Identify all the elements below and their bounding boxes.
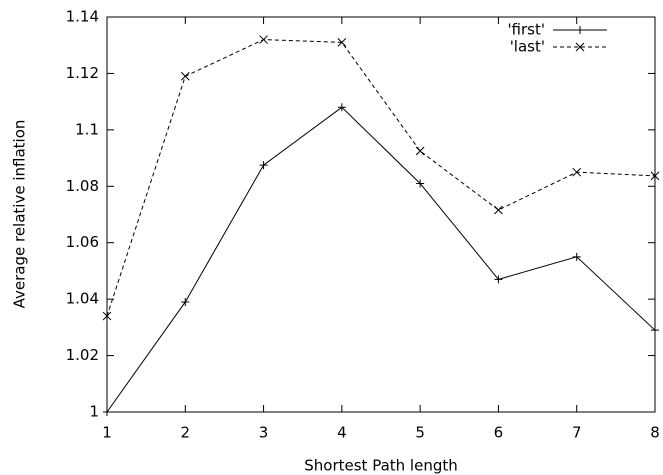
point bbox=[416, 179, 425, 188]
y-tick-label: 1.08 bbox=[66, 177, 99, 195]
point bbox=[180, 71, 190, 81]
y-tick-label: 1.14 bbox=[66, 8, 99, 26]
y-tick-label: 1.12 bbox=[66, 64, 99, 82]
point bbox=[259, 161, 268, 170]
legend-label: 'first' bbox=[507, 21, 545, 39]
y-axis-label: Average relative inflation bbox=[11, 120, 29, 309]
point bbox=[651, 326, 659, 335]
legend-marker bbox=[575, 42, 585, 52]
x-tick-label: 4 bbox=[337, 424, 347, 442]
y-tick-label: 1.06 bbox=[66, 233, 99, 251]
point bbox=[103, 408, 111, 416]
x-tick-label: 7 bbox=[572, 424, 582, 442]
point bbox=[572, 167, 582, 177]
legend-label: 'last' bbox=[510, 38, 545, 56]
point bbox=[337, 38, 347, 47]
point bbox=[181, 297, 190, 306]
series-line bbox=[106, 39, 656, 317]
point bbox=[650, 171, 660, 181]
legend-marker bbox=[576, 26, 584, 34]
point bbox=[337, 103, 346, 112]
point bbox=[494, 275, 503, 284]
y-tick-label: 1 bbox=[89, 403, 99, 421]
series-line bbox=[106, 106, 656, 413]
y-tick-label: 1.02 bbox=[66, 346, 99, 364]
x-tick-label: 6 bbox=[494, 424, 504, 442]
point bbox=[102, 311, 112, 321]
x-tick-label: 3 bbox=[259, 424, 269, 442]
y-tick-label: 1.04 bbox=[66, 290, 99, 308]
x-tick-label: 1 bbox=[102, 424, 112, 442]
y-tick-label: 1.1 bbox=[75, 120, 99, 138]
x-axis-label: Shortest Path length bbox=[304, 457, 457, 475]
plot-border bbox=[106, 16, 656, 413]
point bbox=[572, 252, 581, 261]
x-tick-label: 8 bbox=[650, 424, 660, 442]
point bbox=[415, 146, 425, 156]
x-tick-label: 2 bbox=[181, 424, 191, 442]
point bbox=[494, 205, 503, 215]
point bbox=[259, 35, 268, 44]
x-tick-label: 5 bbox=[415, 424, 425, 442]
